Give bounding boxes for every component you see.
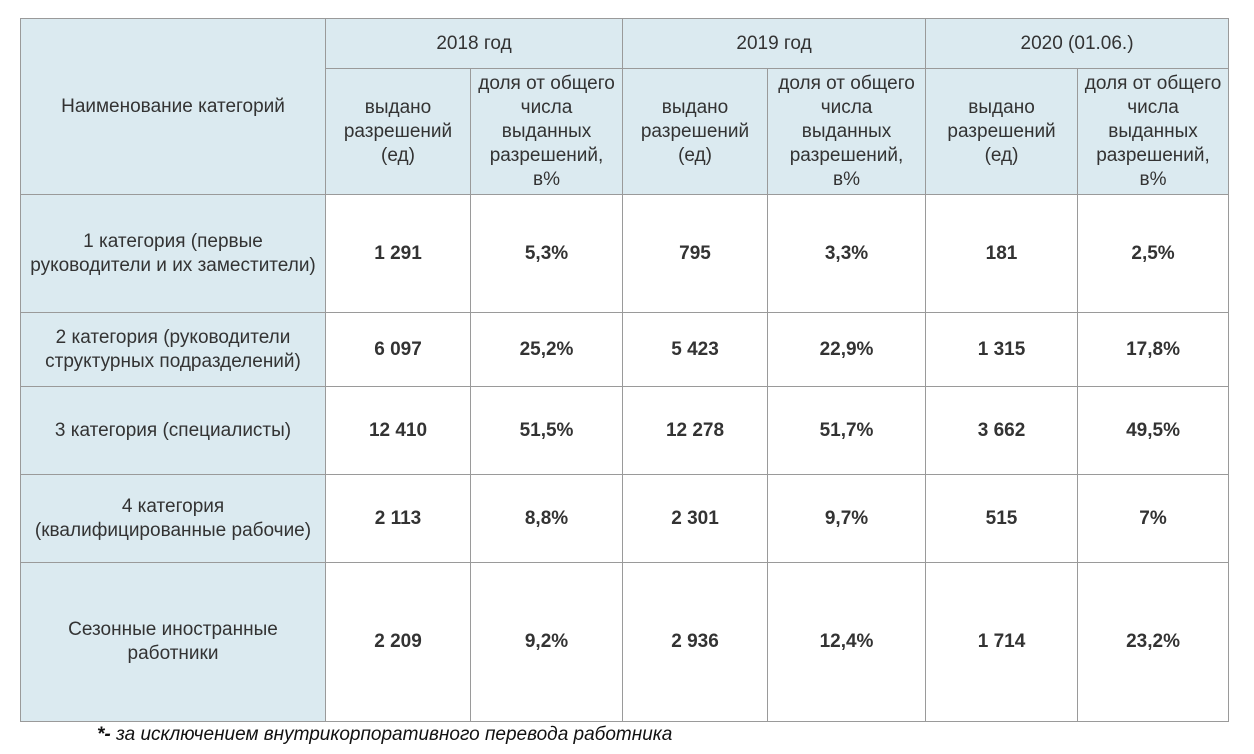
share-2020: 17,8% — [1077, 312, 1230, 387]
issued-2019: 2 936 — [622, 562, 769, 722]
issued-2020: 181 — [925, 194, 1079, 313]
category-name: Сезонные иностранные работники — [20, 562, 326, 722]
issued-2018: 2 113 — [325, 474, 471, 563]
share-2018: 51,5% — [469, 386, 624, 475]
issued-2020: 1 714 — [925, 562, 1079, 722]
table-row: 3 категория (специалисты) 12 410 51,5% 1… — [20, 386, 1230, 475]
category-name: 1 категория (первые руководители и их за… — [20, 194, 326, 313]
year-header-2019: 2019 год — [622, 18, 927, 69]
share-2018: 9,2% — [469, 562, 624, 722]
share-2020: 23,2% — [1077, 562, 1230, 722]
issued-2018: 12 410 — [325, 386, 471, 475]
footnote-text: за исключением внутрикорпоративного пере… — [110, 724, 673, 745]
issued-2019: 795 — [622, 194, 769, 313]
issued-header-2019: выдано разрешений (ед) — [622, 68, 769, 195]
category-name: 2 категория (руководители структурных по… — [20, 312, 326, 387]
table-row: Сезонные иностранные работники 2 209 9,2… — [20, 562, 1230, 722]
issued-2019: 2 301 — [622, 474, 769, 563]
year-header-2020: 2020 (01.06.) — [925, 18, 1230, 69]
footnote: *- за исключением внутрикорпоративного п… — [97, 724, 672, 746]
year-header-row: Наименование категорий 2018 год 2019 год… — [20, 18, 1230, 195]
issued-2018: 2 209 — [325, 562, 471, 722]
issued-2019: 5 423 — [622, 312, 769, 387]
table-row: 1 категория (первые руководители и их за… — [20, 194, 1230, 313]
table-row: 4 категория (квалифицированные рабочие) … — [20, 474, 1230, 563]
share-2018: 25,2% — [469, 312, 624, 387]
issued-2018: 6 097 — [325, 312, 471, 387]
issued-2020: 1 315 — [925, 312, 1079, 387]
share-2019: 22,9% — [767, 312, 927, 387]
share-2018: 5,3% — [469, 194, 624, 313]
share-2018: 8,8% — [469, 474, 624, 563]
share-2019: 51,7% — [767, 386, 927, 475]
footnote-marker: *- — [97, 724, 111, 745]
table-row: 2 категория (руководители структурных по… — [20, 312, 1230, 387]
issued-header-2018: выдано разрешений (ед) — [325, 68, 471, 195]
issued-2020: 515 — [925, 474, 1079, 563]
permits-table: Наименование категорий 2018 год 2019 год… — [20, 18, 1230, 722]
share-2020: 2,5% — [1077, 194, 1230, 313]
issued-2020: 3 662 — [925, 386, 1079, 475]
category-column-header: Наименование категорий — [20, 18, 326, 195]
issued-2019: 12 278 — [622, 386, 769, 475]
category-name: 4 категория (квалифицированные рабочие) — [20, 474, 326, 563]
share-2020: 49,5% — [1077, 386, 1230, 475]
share-2020: 7% — [1077, 474, 1230, 563]
issued-2018: 1 291 — [325, 194, 471, 313]
share-header-2019: доля от общего числа выданных разрешений… — [767, 68, 927, 195]
year-header-2018: 2018 год — [324, 18, 624, 69]
share-2019: 12,4% — [767, 562, 927, 722]
share-header-2020: доля от общего числа выданных разрешений… — [1077, 68, 1230, 195]
share-2019: 3,3% — [767, 194, 927, 313]
category-name: 3 категория (специалисты) — [20, 386, 326, 475]
issued-header-2020: выдано разрешений (ед) — [925, 68, 1079, 195]
share-header-2018: доля от общего числа выданных разрешений… — [469, 68, 624, 195]
share-2019: 9,7% — [767, 474, 927, 563]
sub-header-row: выдано разрешений (ед) доля от общего чи… — [21, 68, 1230, 195]
